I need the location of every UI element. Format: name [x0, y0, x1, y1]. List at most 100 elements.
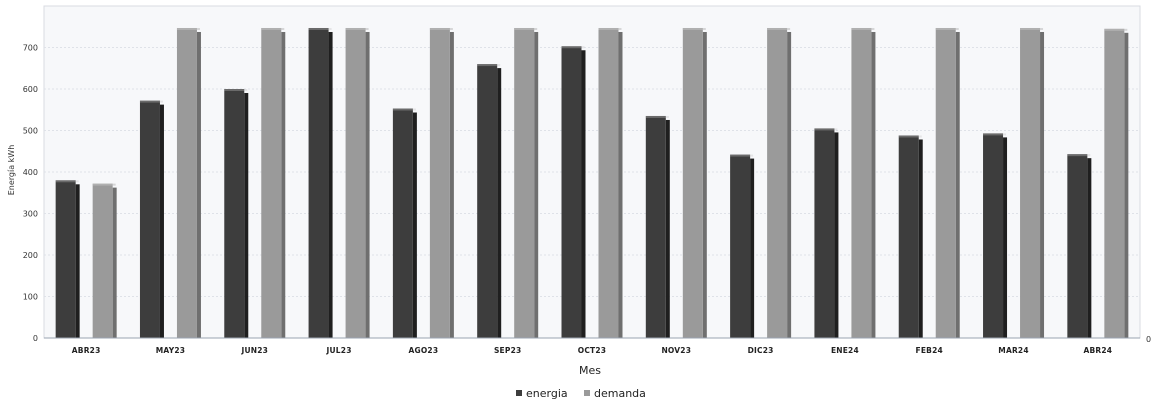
bar-energia-jul23: [308, 27, 329, 339]
right-axis-tick-label: 0: [1146, 335, 1151, 344]
bar-side-demanda: [281, 31, 286, 339]
x-axis-title: Mes: [579, 364, 601, 377]
bar-side-demanda: [702, 31, 707, 339]
bar-demanda-nov23: [682, 27, 703, 339]
legend-label-demanda: demanda: [594, 387, 646, 400]
bar-demanda-may23: [176, 27, 197, 339]
bar-side-demanda: [618, 31, 623, 339]
bar-top-energia: [561, 46, 585, 49]
bar-side-demanda: [534, 31, 539, 339]
bar-top-energia: [814, 128, 838, 131]
y-tick-label: 700: [23, 44, 38, 53]
bar-top-demanda: [682, 27, 706, 30]
bar-side-demanda: [1124, 32, 1129, 338]
y-tick-label: 500: [23, 127, 38, 136]
y-tick-label: 400: [23, 168, 38, 177]
bar-demanda-mar24: [1020, 27, 1041, 339]
bar-side-energia: [918, 139, 923, 338]
bar-demanda-ago23: [429, 27, 450, 339]
y-tick-label: 0: [33, 334, 38, 343]
bar-demanda-jul23: [345, 27, 366, 339]
bar-side-energia: [750, 158, 755, 338]
bar-top-energia: [308, 27, 332, 30]
bar-energia-sep23: [477, 64, 498, 338]
x-tick-label: MAR24: [998, 346, 1028, 355]
bar-top-demanda: [514, 27, 538, 30]
bar-top-energia: [392, 108, 416, 111]
bar-demanda-jun23: [261, 27, 282, 339]
legend: energia demanda: [516, 387, 646, 400]
bar-demanda-abr23: [92, 183, 113, 338]
bar-top-energia: [898, 135, 922, 138]
legend-label-energia: energia: [526, 387, 568, 400]
bar-side-demanda: [365, 31, 370, 339]
legend-swatch-energia: [516, 390, 522, 396]
bar-energia-abr24: [1067, 154, 1088, 338]
bar-side-energia: [1087, 158, 1092, 338]
bar-top-demanda: [767, 27, 791, 30]
x-tick-label: FEB24: [916, 346, 943, 355]
bar-side-energia: [412, 112, 417, 338]
bar-side-energia: [665, 119, 670, 338]
bar-top-energia: [1067, 154, 1091, 157]
x-tick-label: AGO23: [408, 346, 438, 355]
x-tick-label: ENE24: [831, 346, 859, 355]
y-tick-label: 600: [23, 85, 38, 94]
bar-side-energia: [497, 68, 502, 338]
bar-side-energia: [244, 93, 249, 338]
x-tick-label: JUL23: [326, 346, 352, 355]
bar-demanda-abr24: [1104, 28, 1125, 338]
bar-top-energia: [224, 89, 248, 91]
bar-top-demanda: [345, 27, 369, 30]
bar-side-demanda: [871, 31, 876, 339]
bar-side-demanda: [196, 31, 201, 339]
bar-energia-mar24: [983, 133, 1004, 338]
x-tick-label: MAY23: [156, 346, 185, 355]
bar-side-demanda: [112, 187, 117, 338]
bar-energia-dic23: [730, 154, 751, 338]
bar-top-demanda: [851, 27, 875, 30]
bar-energia-jun23: [224, 89, 245, 338]
y-tick-label: 300: [23, 210, 38, 219]
x-tick-label: JUN23: [240, 346, 268, 355]
bar-top-demanda: [429, 27, 453, 30]
bar-side-demanda: [1040, 31, 1045, 339]
bar-energia-may23: [139, 100, 160, 339]
bars: [55, 27, 1129, 339]
bar-top-energia: [730, 154, 754, 157]
bar-side-demanda: [449, 31, 454, 339]
bar-energia-ago23: [392, 108, 413, 338]
bar-demanda-dic23: [767, 27, 788, 339]
bar-top-demanda: [935, 27, 959, 30]
bar-energia-feb24: [898, 135, 919, 338]
bar-side-energia: [159, 104, 164, 339]
bar-top-demanda: [261, 27, 285, 30]
bar-top-energia: [645, 115, 669, 118]
bar-top-energia: [983, 133, 1007, 136]
bar-energia-oct23: [561, 46, 582, 338]
bar-top-energia: [55, 180, 79, 183]
bar-top-energia: [139, 100, 163, 103]
y-axis-title: Energía kWh: [7, 145, 16, 196]
bar-top-demanda: [1104, 28, 1128, 31]
bar-side-energia: [834, 132, 839, 338]
bar-side-demanda: [787, 31, 792, 339]
y-tick-label: 100: [23, 293, 38, 302]
bar-top-demanda: [176, 27, 200, 30]
bar-energia-nov23: [645, 115, 666, 338]
axes: 0 100 200 300 400 500 600 700 ABR23 MAY23 JUN23 JUL…: [23, 44, 1140, 355]
y-tick-label: 200: [23, 251, 38, 260]
bar-energia-abr23: [55, 180, 76, 338]
bar-top-demanda: [92, 183, 116, 186]
bar-demanda-feb24: [935, 27, 956, 339]
x-tick-label: OCT23: [578, 346, 606, 355]
bar-demanda-ene24: [851, 27, 872, 339]
bar-energia-ene24: [814, 128, 835, 338]
x-tick-label: SEP23: [494, 346, 521, 355]
bar-top-energia: [477, 64, 501, 67]
bar-top-demanda: [1020, 27, 1044, 30]
bar-side-energia: [581, 50, 586, 338]
bar-demanda-oct23: [598, 27, 619, 339]
